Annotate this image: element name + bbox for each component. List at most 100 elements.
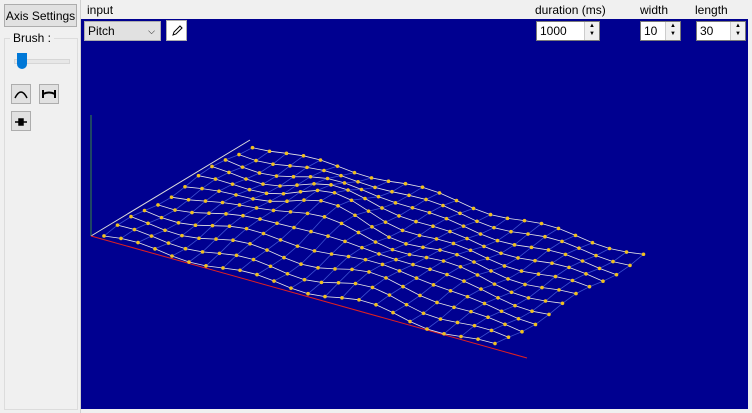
surface-point	[587, 284, 592, 289]
surface-column-line	[154, 155, 304, 250]
spinner[interactable]: ▲ ▼	[584, 22, 599, 40]
surface-point	[472, 323, 477, 328]
surface-point	[291, 174, 296, 179]
surface-point	[425, 327, 429, 331]
duration-input[interactable]: 1000 ▲ ▼	[536, 21, 600, 41]
surface-point	[407, 252, 412, 257]
surface-point	[298, 190, 303, 194]
surface-point	[217, 189, 221, 193]
pencil-button[interactable]	[166, 20, 187, 41]
surface-point	[441, 259, 446, 263]
surface-point	[207, 211, 211, 216]
surface-column-line	[307, 200, 457, 295]
left-panel: Axis Settings Brush :	[0, 0, 81, 413]
surface-point	[468, 248, 473, 253]
surface-point	[570, 278, 575, 283]
surface-point	[257, 171, 262, 175]
surface-point	[237, 152, 241, 157]
surface-point	[261, 231, 266, 236]
surface-row-line	[130, 216, 523, 333]
surface-column-line	[273, 186, 423, 282]
surface-point	[452, 305, 456, 310]
surface-point	[628, 263, 632, 268]
width-input[interactable]: 10 ▲ ▼	[640, 21, 681, 41]
surface-point	[272, 279, 276, 283]
icon	[15, 118, 27, 126]
surface-point	[318, 158, 323, 162]
surface-point	[227, 170, 231, 175]
spinner[interactable]: ▲ ▼	[730, 22, 745, 40]
duration-value: 1000	[540, 24, 567, 38]
surface-point	[597, 266, 602, 271]
surface-point	[119, 236, 123, 241]
surface-point	[393, 201, 398, 205]
brush-slider-thumb[interactable]	[17, 53, 27, 69]
surface-point	[238, 268, 242, 273]
surface-point	[316, 266, 320, 270]
brush-shape-button[interactable]	[11, 111, 31, 131]
surface-point	[380, 262, 385, 267]
surface-point	[543, 299, 548, 303]
surface-point	[339, 221, 344, 226]
surface-point	[431, 224, 435, 229]
surface-point	[295, 244, 300, 248]
surface-point	[254, 206, 259, 210]
surface-row-line	[211, 166, 604, 282]
surface-point	[231, 238, 235, 243]
surface-point	[509, 229, 513, 234]
surface-column-line	[341, 214, 491, 299]
surface-row-line	[252, 147, 644, 255]
surface-column-line	[222, 177, 372, 269]
icon	[14, 91, 28, 99]
spinner[interactable]: ▲ ▼	[665, 22, 680, 40]
surface-point	[213, 177, 218, 181]
surface-point	[451, 241, 456, 246]
surface-point	[482, 301, 487, 306]
surface-point	[149, 234, 154, 238]
surface-point	[342, 181, 347, 185]
length-input[interactable]: 30 ▲ ▼	[696, 21, 746, 41]
surface-point	[499, 251, 503, 256]
surface-point	[312, 249, 317, 253]
surface-point	[506, 335, 511, 340]
axis-settings-button[interactable]: Axis Settings	[4, 4, 77, 27]
brush-shape-button[interactable]	[39, 84, 59, 104]
surface-point	[250, 145, 255, 150]
surface-point	[369, 176, 374, 180]
surface-point	[387, 293, 392, 297]
surface-row-line	[117, 224, 509, 338]
input-dropdown[interactable]: Pitch ⌵	[84, 21, 161, 41]
surface-point	[475, 219, 479, 224]
surface-point	[471, 206, 476, 211]
surface-point	[493, 341, 497, 346]
surface-point	[522, 218, 527, 223]
surface-point	[573, 233, 578, 238]
surface-row-line	[144, 210, 536, 325]
surface-point	[550, 261, 554, 266]
surface-point	[367, 270, 371, 274]
surface-point	[594, 253, 598, 258]
surface-point	[505, 216, 510, 221]
surface-point	[166, 241, 171, 245]
surface-point	[274, 174, 279, 178]
surface-point	[278, 184, 282, 188]
surface-point	[309, 229, 313, 234]
surface-point	[465, 236, 469, 241]
surface-point	[601, 279, 605, 284]
surface-point	[373, 240, 378, 244]
surface-point	[190, 210, 194, 215]
surface-column-line	[256, 183, 406, 275]
surface-point	[560, 239, 564, 244]
surface-point	[227, 224, 232, 229]
surface-point	[479, 287, 483, 291]
surface-point	[271, 162, 275, 166]
surface-point	[301, 153, 306, 158]
surface-point	[408, 319, 412, 324]
surface-point	[584, 272, 588, 276]
surface-point	[455, 252, 459, 257]
brush-shape-button[interactable]	[11, 84, 31, 104]
surface-point	[163, 228, 167, 233]
surface-point	[492, 282, 497, 286]
surface-point	[336, 203, 340, 208]
surface-point	[223, 158, 228, 162]
